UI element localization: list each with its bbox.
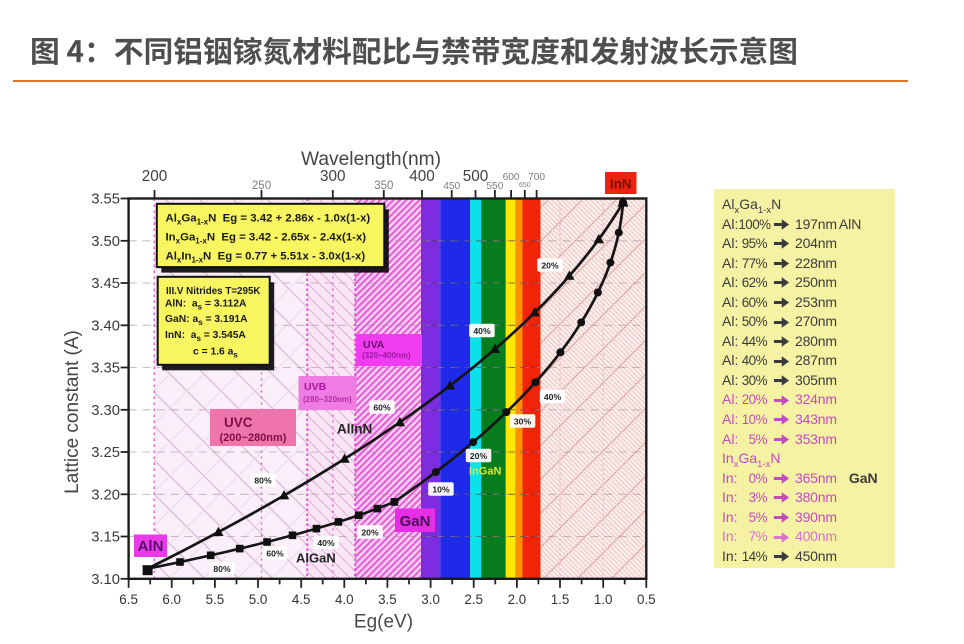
svg-text:5.5: 5.5 — [206, 592, 225, 607]
svg-text:UVC: UVC — [224, 415, 253, 430]
svg-text:250: 250 — [252, 180, 271, 192]
svg-text:4.0: 4.0 — [335, 592, 354, 607]
svg-text:2.0: 2.0 — [508, 592, 527, 607]
svg-text:200: 200 — [142, 168, 168, 185]
svg-text:(280~320nm): (280~320nm) — [303, 395, 352, 404]
svg-text:3.10: 3.10 — [91, 572, 120, 588]
svg-text:UVA: UVA — [363, 339, 385, 351]
svg-text:6.0: 6.0 — [162, 592, 181, 607]
svg-text:550: 550 — [486, 181, 503, 192]
svg-text:AlN: AlN — [138, 538, 164, 555]
svg-text:0.5: 0.5 — [637, 592, 656, 607]
svg-text:300: 300 — [320, 168, 346, 185]
svg-text:80%: 80% — [254, 476, 272, 486]
svg-text:40%: 40% — [544, 392, 562, 402]
svg-text:AlGaN: AlGaN — [296, 551, 336, 566]
svg-text:20%: 20% — [470, 451, 488, 461]
svg-text:20%: 20% — [361, 528, 379, 538]
svg-text:60%: 60% — [373, 403, 391, 413]
svg-text:350: 350 — [374, 180, 393, 192]
svg-text:5.0: 5.0 — [249, 592, 268, 607]
svg-text:650: 650 — [519, 182, 531, 189]
svg-text:3.55: 3.55 — [91, 192, 120, 208]
svg-text:1.0: 1.0 — [594, 592, 613, 607]
svg-text:450: 450 — [443, 181, 460, 192]
svg-text:700: 700 — [528, 172, 545, 183]
svg-text:3.20: 3.20 — [91, 488, 120, 504]
svg-text:3.45: 3.45 — [91, 276, 120, 292]
svg-text:UVB: UVB — [304, 381, 327, 393]
svg-text:3.50: 3.50 — [91, 234, 120, 250]
svg-text:Eg(eV): Eg(eV) — [354, 612, 413, 633]
svg-text:AlInN: AlInN — [337, 422, 372, 437]
svg-text:20%: 20% — [541, 261, 559, 271]
svg-text:600: 600 — [503, 172, 520, 183]
svg-text:(200~280nm): (200~280nm) — [220, 432, 287, 444]
svg-text:Wavelength(nm): Wavelength(nm) — [301, 149, 441, 170]
svg-text:400: 400 — [409, 168, 435, 185]
svg-text:3.35: 3.35 — [91, 361, 120, 377]
svg-text:3.25: 3.25 — [91, 445, 120, 461]
svg-text:500: 500 — [463, 168, 489, 185]
svg-text:2.5: 2.5 — [464, 592, 483, 607]
svg-text:InN: InN — [610, 177, 632, 192]
svg-text:80%: 80% — [213, 564, 231, 574]
svg-text:4.5: 4.5 — [292, 592, 311, 607]
svg-text:GaN: GaN — [400, 513, 431, 530]
svg-text:(320~400nm): (320~400nm) — [362, 351, 411, 360]
svg-text:Inx​Ga1-x​N Eg = 3.42 - 2.65: Inx​Ga1-x​N Eg = 3.42 - 2.65x - 2.4x(1-x… — [166, 232, 367, 246]
svg-text:AlN: as​ = 3.112A: AlN: as​ = 3.112A — [165, 299, 247, 312]
svg-text:InGaN: InGaN — [469, 466, 501, 478]
svg-text:III.V Nitrides T=295K: III.V Nitrides T=295K — [166, 286, 260, 297]
svg-text:10%: 10% — [432, 485, 450, 495]
svg-text:3.5: 3.5 — [378, 592, 397, 607]
svg-text:InN: as​ = 3.545A: InN: as​ = 3.545A — [165, 330, 246, 343]
svg-text:Lattice constant (A): Lattice constant (A) — [62, 330, 83, 494]
svg-text:Alx​Ga1-x​N Eg = 3.42 + 2.86x: Alx​Ga1-x​N Eg = 3.42 + 2.86x - 1.0x(1-x… — [166, 213, 371, 227]
svg-text:40%: 40% — [473, 326, 491, 336]
svg-text:3.15: 3.15 — [91, 530, 120, 546]
svg-text:Alx​In1-x​N Eg = 0.77 + 5.51x: Alx​In1-x​N Eg = 0.77 + 5.51x - 3.0x(1-x… — [166, 251, 366, 265]
svg-text:c = 1.6 as​: c = 1.6 as​ — [193, 347, 238, 360]
svg-text:30%: 30% — [514, 417, 532, 427]
svg-text:3.30: 3.30 — [91, 403, 120, 419]
svg-text:60%: 60% — [266, 549, 284, 559]
svg-text:3.40: 3.40 — [91, 319, 120, 335]
svg-text:40%: 40% — [317, 538, 335, 548]
svg-text:GaN: as​ = 3.191A: GaN: as​ = 3.191A — [165, 314, 248, 327]
svg-text:3.0: 3.0 — [421, 592, 440, 607]
svg-text:1.5: 1.5 — [551, 592, 570, 607]
svg-text:6.5: 6.5 — [119, 592, 138, 607]
